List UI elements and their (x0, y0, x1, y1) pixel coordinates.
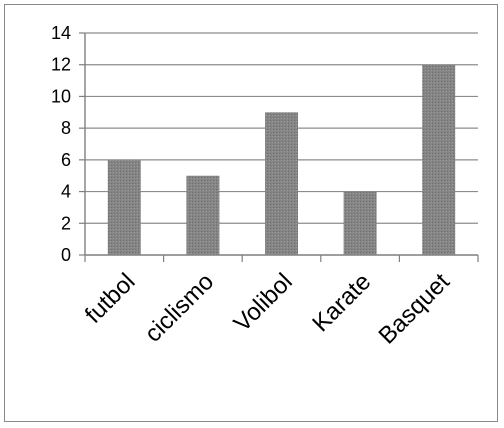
gridlines (85, 32, 478, 224)
bar-futbol (107, 159, 141, 255)
bar-ciclismo (186, 175, 220, 255)
x-tick-label: Basquet (374, 268, 456, 350)
bar-volibol (265, 112, 298, 256)
y-tick-label: 10 (51, 86, 71, 106)
y-tick-label: 0 (61, 245, 71, 265)
y-axis-tick-labels: 0 2 4 6 8 10 12 14 (51, 23, 71, 265)
bars (107, 64, 456, 256)
y-tick-label: 4 (61, 182, 71, 202)
x-tick-label: Karate (307, 268, 376, 337)
bar-basquet (422, 64, 456, 255)
x-tick-label: futbol (80, 268, 141, 329)
y-tick-label: 6 (61, 150, 71, 170)
chart-frame (4, 4, 498, 422)
y-tick-label: 8 (61, 118, 71, 138)
y-tick-label: 14 (51, 23, 71, 43)
y-tick-label: 12 (51, 55, 71, 75)
y-tick-label: 2 (61, 213, 71, 233)
bar-karate (343, 191, 377, 255)
x-tick-label: ciclismo (140, 268, 219, 347)
x-tick-label: Volibol (229, 268, 298, 337)
